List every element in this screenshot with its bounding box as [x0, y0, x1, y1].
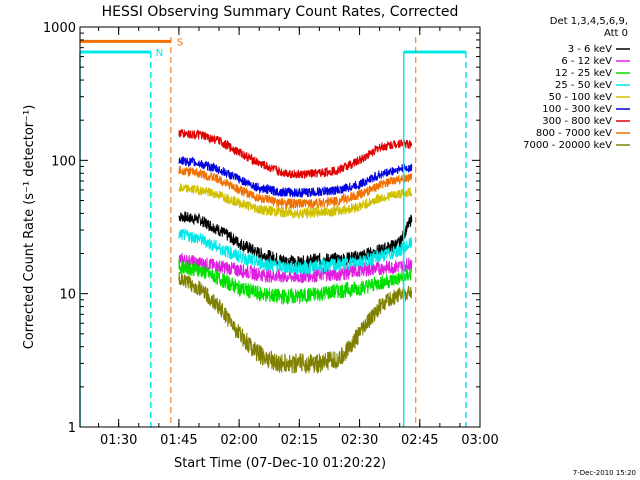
legend-entry-label: 25 - 50 keV	[555, 80, 612, 91]
x-tick-label: 02:45	[401, 433, 438, 448]
y-tick-label: 100	[51, 154, 76, 169]
legend-entry-label: 50 - 100 keV	[549, 92, 613, 103]
annotation-layer: NS	[79, 37, 467, 427]
legend-entry-label: 6 - 12 keV	[561, 56, 612, 67]
series-line	[178, 183, 413, 220]
y-tick-label: 1000	[43, 21, 76, 36]
plot-frame	[79, 26, 481, 428]
legend-header: Det 1,3,4,5,6,9,	[550, 16, 628, 27]
series-line	[178, 227, 413, 275]
y-axis: 1 10 100 1000	[43, 21, 480, 436]
saa-label: S	[177, 37, 183, 48]
series-line	[178, 128, 413, 179]
series-layer	[178, 128, 413, 374]
series-line	[178, 271, 413, 374]
x-tick-label: 01:30	[100, 433, 137, 448]
x-tick-label: 02:00	[220, 433, 257, 448]
series-line	[178, 156, 413, 198]
y-tick-label: 1	[68, 421, 76, 436]
x-axis-label: Start Time (07-Dec-10 01:20:22)	[174, 456, 386, 471]
legend-entry-label: 12 - 25 keV	[555, 68, 612, 79]
chart-title: HESSI Observing Summary Count Rates, Cor…	[102, 4, 459, 20]
y-axis-label: Corrected Count Rate (s⁻¹ detector⁻¹)	[22, 105, 37, 350]
legend-entry-label: 300 - 800 keV	[542, 116, 612, 127]
series-line	[178, 259, 413, 305]
legend-entry-label: 100 - 300 keV	[542, 104, 612, 115]
legend-header: Att 0	[604, 28, 628, 39]
x-axis: 01:30 01:45 02:00 02:15 02:30 02:45 03:00	[98, 27, 499, 448]
legend-entry-label: 800 - 7000 keV	[536, 128, 612, 139]
footer-timestamp: 7-Dec-2010 15:20	[573, 469, 636, 477]
x-tick-label: 02:15	[281, 433, 318, 448]
y-tick-label: 10	[59, 288, 76, 303]
night-label: N	[156, 48, 163, 59]
x-tick-label: 01:45	[160, 433, 197, 448]
legend-entry-label: 7000 - 20000 keV	[523, 140, 612, 151]
legend-entry-label: 3 - 6 keV	[568, 44, 612, 55]
x-tick-label: 02:30	[341, 433, 378, 448]
x-tick-label: 03:00	[461, 433, 498, 448]
series-line	[178, 165, 413, 211]
